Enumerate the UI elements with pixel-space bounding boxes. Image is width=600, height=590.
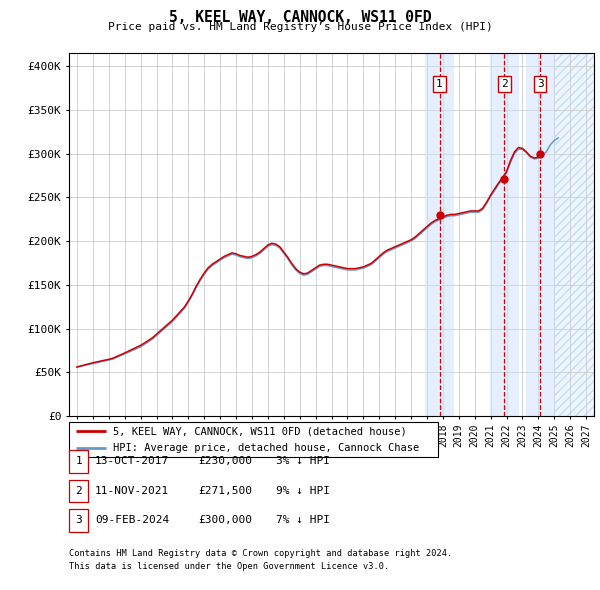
Text: This data is licensed under the Open Government Licence v3.0.: This data is licensed under the Open Gov… xyxy=(69,562,389,571)
Text: 5, KEEL WAY, CANNOCK, WS11 0FD: 5, KEEL WAY, CANNOCK, WS11 0FD xyxy=(169,10,431,25)
Text: Price paid vs. HM Land Registry’s House Price Index (HPI): Price paid vs. HM Land Registry’s House … xyxy=(107,22,493,32)
Text: 3: 3 xyxy=(537,79,544,89)
Text: 1: 1 xyxy=(436,79,443,89)
Text: 09-FEB-2024: 09-FEB-2024 xyxy=(95,516,169,525)
Text: HPI: Average price, detached house, Cannock Chase: HPI: Average price, detached house, Cann… xyxy=(113,442,419,453)
FancyBboxPatch shape xyxy=(69,422,438,457)
Text: 11-NOV-2021: 11-NOV-2021 xyxy=(95,486,169,496)
Bar xyxy=(554,53,594,416)
Text: 2: 2 xyxy=(75,486,82,496)
Text: 2: 2 xyxy=(501,79,508,89)
Text: 3: 3 xyxy=(75,516,82,525)
Text: 1: 1 xyxy=(75,457,82,466)
Text: £271,500: £271,500 xyxy=(198,486,252,496)
Bar xyxy=(526,53,554,416)
Text: 3% ↓ HPI: 3% ↓ HPI xyxy=(276,457,330,466)
Text: 5, KEEL WAY, CANNOCK, WS11 0FD (detached house): 5, KEEL WAY, CANNOCK, WS11 0FD (detached… xyxy=(113,427,407,437)
Text: 7% ↓ HPI: 7% ↓ HPI xyxy=(276,516,330,525)
Text: £230,000: £230,000 xyxy=(198,457,252,466)
Text: 13-OCT-2017: 13-OCT-2017 xyxy=(95,457,169,466)
Bar xyxy=(490,53,519,416)
Bar xyxy=(554,53,594,416)
Text: £300,000: £300,000 xyxy=(198,516,252,525)
Text: 9% ↓ HPI: 9% ↓ HPI xyxy=(276,486,330,496)
Text: Contains HM Land Registry data © Crown copyright and database right 2024.: Contains HM Land Registry data © Crown c… xyxy=(69,549,452,558)
Bar xyxy=(425,53,454,416)
